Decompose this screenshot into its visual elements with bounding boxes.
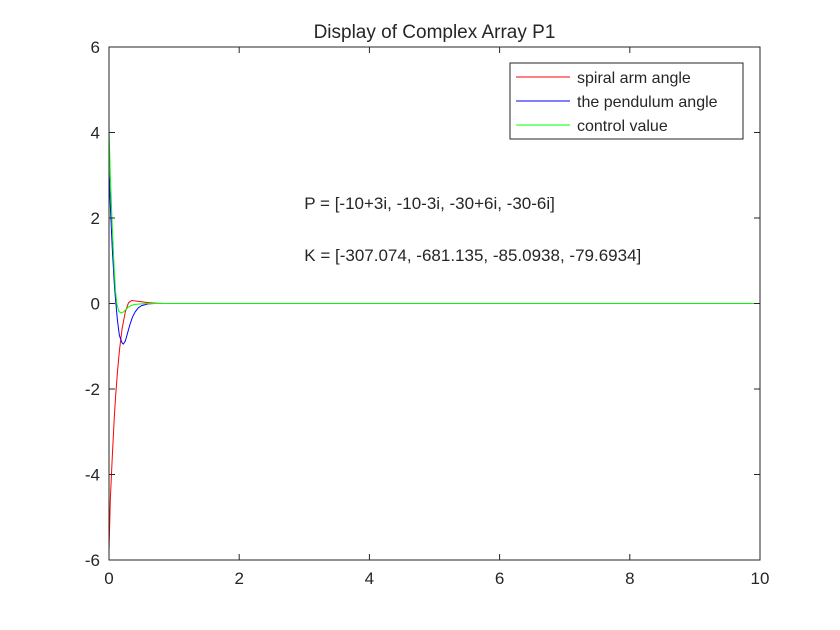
series-layer (108, 127, 761, 552)
y-tick-label: -4 (85, 466, 100, 485)
x-tick-label: 6 (495, 569, 504, 588)
y-tick-label: 6 (91, 38, 100, 57)
y-tick-label: 4 (91, 124, 100, 143)
legend-label: spiral arm angle (577, 70, 691, 87)
y-tick-label: -6 (85, 551, 100, 570)
tick-layer: 0 2 4 6 8 10 -6 -4 -2 0 2 4 6 (85, 38, 770, 588)
x-tick-label: 8 (625, 569, 634, 588)
x-tick-label: 4 (365, 569, 374, 588)
legend-label: control value (577, 118, 668, 135)
annotation-layer: P = [-10+3i, -10-3i, -30+6i, -30-6i] K = … (304, 194, 641, 265)
y-tick-label: 2 (91, 209, 100, 228)
series-line-3 (108, 127, 761, 314)
chart-title: Display of Complex Array P1 (314, 22, 556, 43)
y-tick-label: 0 (91, 295, 100, 314)
annotation-text: K = [-307.074, -681.135, -85.0938, -79.6… (304, 246, 641, 265)
annotation-text: P = [-10+3i, -10-3i, -30+6i, -30-6i] (304, 194, 555, 213)
y-tick-label: -2 (85, 380, 100, 399)
legend: spiral arm angle the pendulum angle contro… (509, 62, 744, 140)
x-tick-label: 2 (234, 569, 243, 588)
legend-label: the pendulum angle (577, 94, 718, 111)
x-tick-label: 0 (104, 569, 113, 588)
x-tick-label: 10 (751, 569, 770, 588)
